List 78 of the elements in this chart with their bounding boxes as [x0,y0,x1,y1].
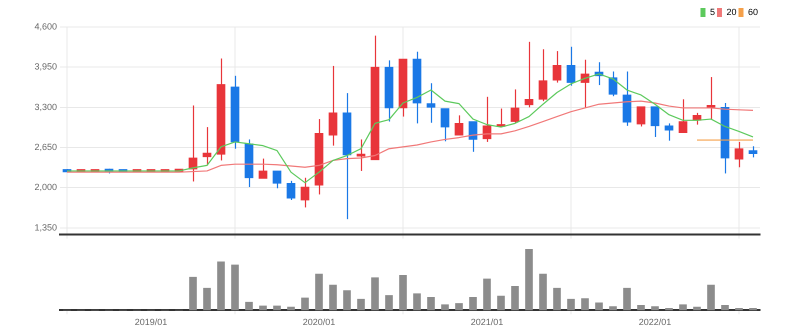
bar [707,284,715,310]
bar [427,297,435,310]
candlestick [510,88,520,124]
bar [217,262,225,310]
bar [273,306,281,310]
candlestick [650,106,660,138]
candlestick [300,177,310,208]
bar [595,302,603,310]
legend-label: 5 [710,6,715,17]
bar [525,249,533,310]
bar [637,304,645,310]
bar [385,295,393,310]
bar [189,276,197,310]
candlestick [552,50,562,84]
legend-label: 60 [748,6,758,17]
candlestick [258,158,268,179]
y-tick-label: 3,300 [34,102,57,112]
candlestick [706,76,716,120]
candlestick [748,146,758,158]
candlestick [426,82,436,124]
bar [539,274,547,310]
bar [413,293,421,310]
candlestick [356,138,366,172]
y-tick-label: 2,650 [34,142,57,152]
bar [245,302,253,310]
bar [399,274,407,310]
candlestick [734,141,744,168]
bar [497,296,505,310]
bar [609,306,617,310]
candlestick [580,59,590,109]
bar [301,298,309,310]
bar [315,274,323,310]
y-tick-label: 3,950 [34,62,57,72]
x-tick-label: 2020/01 [302,317,336,328]
candlestick [202,126,212,166]
candlestick [286,180,296,201]
bar [259,306,267,310]
bar [483,278,491,310]
bar [469,297,477,310]
candlestick [678,98,688,134]
candlestick [566,46,576,86]
x-tick-label: 2022/01 [638,317,672,328]
bar [567,298,575,310]
y-tick-label: 4,600 [34,21,57,32]
candlestick [524,41,534,108]
candlestick [664,122,674,142]
bar [553,288,561,310]
bar [231,264,239,310]
bar [455,303,463,310]
y-tick-label: 1,350 [34,222,57,232]
candlestick [328,65,338,146]
x-tick-label: 2019/01 [134,317,168,328]
bar [203,288,211,310]
bar [721,304,729,310]
bar [357,298,365,310]
bar [623,288,631,310]
candlestick [538,48,548,102]
bar [441,304,449,310]
bar [693,306,701,310]
candlestick [440,108,450,142]
bar [581,298,589,310]
candlestick [188,104,198,182]
candlestick [454,114,464,136]
y-tick-label: 2,000 [34,182,57,192]
candlestick [272,170,282,189]
bar [287,306,295,310]
bar [343,290,351,310]
candlestick [636,106,646,128]
candlestick [468,120,478,152]
bar [679,304,687,310]
bar [511,286,519,310]
candlestick [608,70,618,97]
candlestick [482,96,492,143]
bar [371,277,379,310]
x-tick-label: 2021/01 [470,317,504,328]
legend-label: 20 [726,6,736,17]
bar [329,284,337,310]
bar [651,306,659,310]
